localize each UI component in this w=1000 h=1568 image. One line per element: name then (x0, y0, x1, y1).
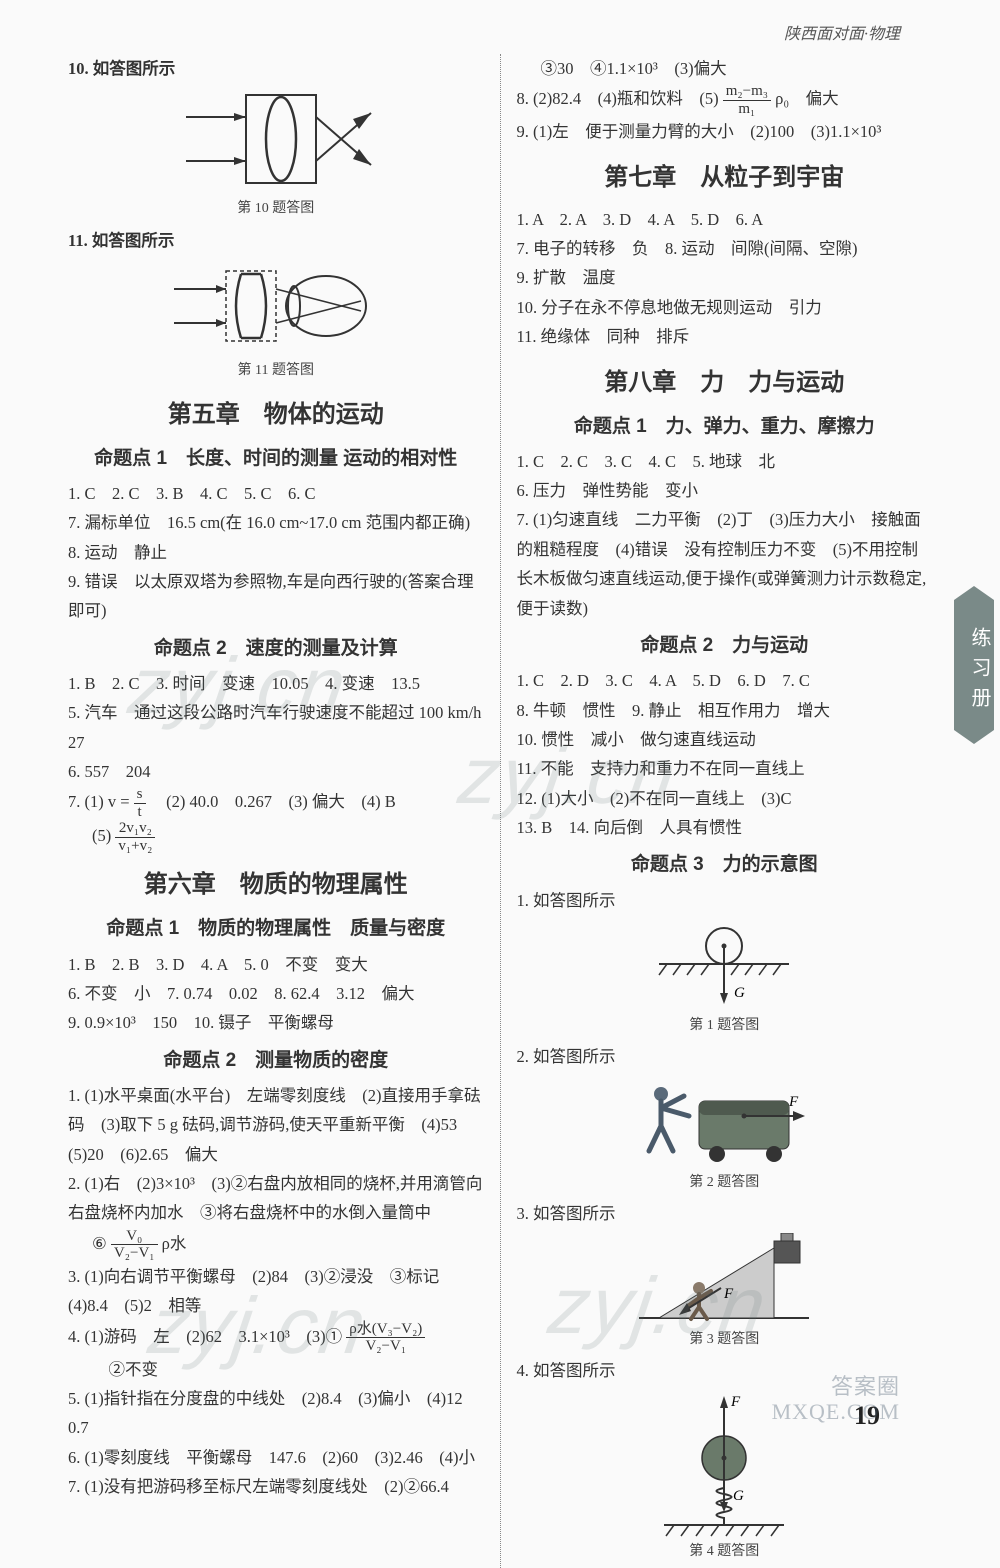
slide-friction-icon: F (629, 1233, 819, 1328)
left-column: 10. 如答图所示 第 10 题答图 11. 如答图所示 (60, 54, 501, 1568)
fig11-caption: 第 11 题答图 (68, 359, 484, 384)
ch8-section1-title: 命题点 1 力、弹力、重力、摩擦力 (517, 410, 933, 443)
ch7-l1: 1. A 2. A 3. D 4. A 5. D 6. A (517, 205, 933, 234)
svg-text:G: G (733, 1488, 744, 1504)
fig1-caption: 第 1 题答图 (517, 1014, 933, 1039)
ch8-s2-l1: 1. C 2. D 3. C 4. A 5. D 6. D 7. C (517, 666, 933, 695)
figure-8-3-3: F 第 3 题答图 (517, 1233, 933, 1353)
r-q8: 8. (2)82.4 (4)瓶和饮料 (5) m₂−m₃m₁ ρ₀ 偏大 (517, 83, 933, 117)
ch5-s2-l3: 6. 557 204 (68, 757, 484, 786)
ch8-s2-l3: 10. 惯性 减小 做匀速直线运动 (517, 725, 933, 754)
ch5-section1-title: 命题点 1 长度、时间的测量 运动的相对性 (68, 442, 484, 475)
ch8-s2-l6: 13. B 14. 向后倒 人具有惯性 (517, 813, 933, 842)
fig3-caption: 第 3 题答图 (517, 1328, 933, 1353)
ch8-s1-l1: 1. C 2. C 3. C 4. C 5. 地球 北 (517, 447, 933, 476)
fig4-label: 4. 如答图所示 (517, 1356, 933, 1385)
ch7-l4: 10. 分子在永不停息地做无规则运动 引力 (517, 293, 933, 322)
q11-label: 11. 如答图所示 (68, 226, 484, 255)
r-q9: 9. (1)左 便于测量力臂的大小 (2)100 (3)1.1×10³ (517, 117, 933, 146)
ch6-s2-l2: 2. (1)右 (2)3×10³ (3)②右盘内放相同的烧杯,并用滴管向右盘烧杯… (68, 1169, 484, 1228)
ch5-s2-q7-5: (5) 2v₁v₂v₁+v₂ (68, 820, 484, 854)
ch5-s2-q7: 7. (1) v = st (2) 40.0 0.267 (3) 偏大 (4) … (68, 786, 484, 820)
side-tab: 练习册 (954, 600, 994, 730)
ch8-section2-title: 命题点 2 力与运动 (517, 629, 933, 662)
fig4-caption: 第 4 题答图 (517, 1540, 933, 1565)
two-column-layout: 10. 如答图所示 第 10 题答图 11. 如答图所示 (0, 54, 1000, 1568)
figure-10: 第 10 题答图 (68, 87, 484, 222)
ch6-s1-l3: 9. 0.9×10³ 150 10. 镊子 平衡螺母 (68, 1008, 484, 1037)
ch6-s1-l2: 6. 不变 小 7. 0.74 0.02 8. 62.4 3.12 偏大 (68, 979, 484, 1008)
pushing-cart-icon: F (629, 1076, 819, 1171)
ch7-l3: 9. 扩散 温度 (517, 263, 933, 292)
ch8-section3-title: 命题点 3 力的示意图 (517, 848, 933, 881)
ch6-s2-l1: 1. (1)水平桌面(水平台) 左端零刻度线 (2)直接用手拿砝码 (3)取下 … (68, 1081, 484, 1169)
ch6-s2-l5: 5. (1)指针指在分度盘的中线处 (2)8.4 (3)偏小 (4)12 0.7 (68, 1384, 484, 1443)
ch5-s1-l3: 8. 运动 静止 (68, 538, 484, 567)
ball-on-surface-icon: G (639, 919, 809, 1014)
ch8-s2-l2: 8. 牛顿 惯性 9. 静止 相互作用力 增大 (517, 696, 933, 725)
spring-ball-icon: F G (649, 1390, 799, 1540)
ch5-s1-l1: 1. C 2. C 3. B 4. C 5. C 6. C (68, 479, 484, 508)
fig3-label: 3. 如答图所示 (517, 1199, 933, 1228)
ch8-s2-l4: 11. 不能 支持力和重力不在同一直线上 (517, 754, 933, 783)
ch5-section2-title: 命题点 2 速度的测量及计算 (68, 632, 484, 665)
ch5-s2-l2: 5. 汽车 通过这段公路时汽车行驶速度不能超过 100 km/h 27 (68, 698, 484, 757)
page-number: 19 (854, 1401, 880, 1431)
ch6-s2-q4: 4. (1)游码 左 (2)62 3.1×10³ (3)① ρ水(V₃−V₂)V… (68, 1321, 484, 1355)
ch8-s1-l2: 6. 压力 弹性势能 变小 (517, 476, 933, 505)
page-header: 陕西面对面·物理 (0, 0, 1000, 54)
r-top-l1: ③30 ④1.1×10³ (3)偏大 (517, 54, 933, 83)
chapter-8-title: 第八章 力 力与运动 (517, 362, 933, 404)
fig1-label: 1. 如答图所示 (517, 886, 933, 915)
figure-11: 第 11 题答图 (68, 259, 484, 384)
ch6-s2-q4b: ②不变 (68, 1355, 484, 1384)
right-column: ③30 ④1.1×10³ (3)偏大 8. (2)82.4 (4)瓶和饮料 (5… (501, 54, 941, 1568)
chapter-5-title: 第五章 物体的运动 (68, 394, 484, 436)
ch8-s1-l3: 7. (1)匀速直线 二力平衡 (2)丁 (3)压力大小 接触面的粗糙程度 (4… (517, 505, 933, 622)
svg-text:F: F (788, 1094, 799, 1110)
ch8-s2-l5: 12. (1)大小 (2)不在同一直线上 (3)C (517, 784, 933, 813)
ch7-l2: 7. 电子的转移 负 8. 运动 间隙(间隔、空隙) (517, 234, 933, 263)
q10-label: 10. 如答图所示 (68, 54, 484, 83)
fig10-caption: 第 10 题答图 (68, 197, 484, 222)
figure-8-3-1: G 第 1 题答图 (517, 919, 933, 1039)
chapter-6-title: 第六章 物质的物理属性 (68, 864, 484, 906)
ch6-s2-l3: 3. (1)向右调节平衡螺母 (2)84 (3)②浸没 ③标记 (4)8.4 (… (68, 1262, 484, 1321)
fig2-label: 2. 如答图所示 (517, 1042, 933, 1071)
chapter-7-title: 第七章 从粒子到宇宙 (517, 157, 933, 199)
ch5-s1-l4: 9. 错误 以太原双塔为参照物,车是向西行驶的(答案合理即可) (68, 567, 484, 626)
ch5-s2-l1: 1. B 2. C 3. 时间 变速 10.05 4. 变速 13.5 (68, 669, 484, 698)
lens-eye-diagram (166, 259, 386, 359)
ch6-s1-l1: 1. B 2. B 3. D 4. A 5. 0 不变 变大 (68, 950, 484, 979)
ch6-section1-title: 命题点 1 物质的物理属性 质量与密度 (68, 912, 484, 945)
ch6-s2-q2-6: ⑥ V₀V₂−V₁ ρ水 (68, 1228, 484, 1262)
svg-text:F: F (730, 1394, 741, 1410)
svg-text:F: F (723, 1286, 734, 1302)
ch6-section2-title: 命题点 2 测量物质的密度 (68, 1044, 484, 1077)
ch7-l5: 11. 绝缘体 同种 排斥 (517, 322, 933, 351)
svg-text:G: G (734, 985, 745, 1001)
ch6-s2-l6: 6. (1)零刻度线 平衡螺母 147.6 (2)60 (3)2.46 (4)小 (68, 1443, 484, 1472)
ch5-s1-l2: 7. 漏标单位 16.5 cm(在 16.0 cm~17.0 cm 范围内都正确… (68, 508, 484, 537)
lens-converging-diagram (176, 87, 376, 197)
figure-8-3-2: F 第 2 题答图 (517, 1076, 933, 1196)
fig2-caption: 第 2 题答图 (517, 1171, 933, 1196)
ch6-s2-l7: 7. (1)没有把游码移至标尺左端零刻度线处 (2)②66.4 (68, 1472, 484, 1501)
